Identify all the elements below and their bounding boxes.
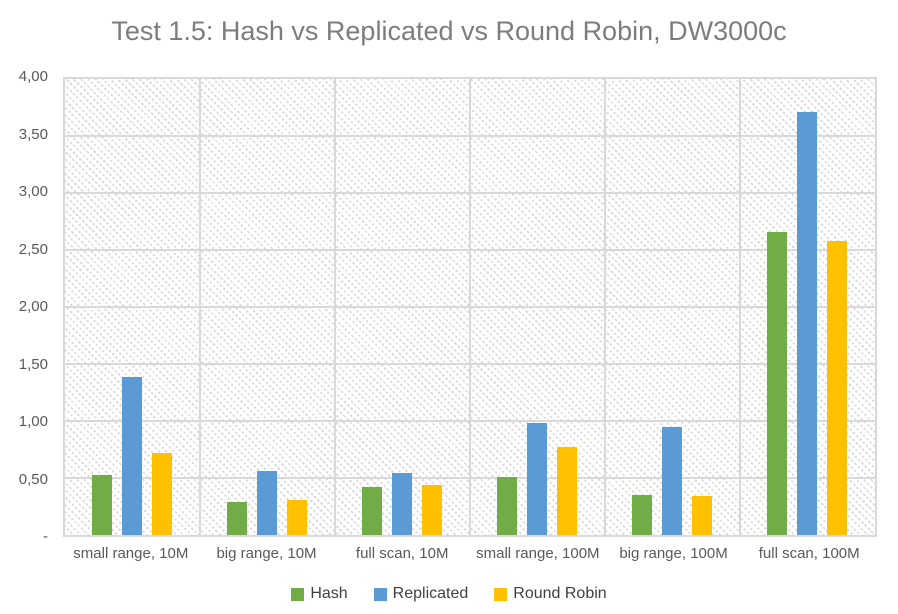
y-axis-tick-label: 3,00 xyxy=(18,183,48,200)
legend-swatch-round-robin-icon xyxy=(494,587,508,601)
gridline-vertical xyxy=(333,79,336,535)
bar-round-robin xyxy=(692,496,713,535)
legend-label-round-robin: Round Robin xyxy=(513,585,607,602)
bar-replicated xyxy=(122,376,143,535)
bar-group xyxy=(335,79,470,535)
y-axis: - 0,50 1,00 1,50 2,00 2,50 3,00 3,50 4,00 xyxy=(0,68,52,545)
legend-swatch-replicated-icon xyxy=(373,587,387,601)
gridline-vertical xyxy=(469,79,471,535)
gridline-vertical xyxy=(198,79,201,535)
bar-hash xyxy=(362,487,383,535)
y-axis-tick-label: 0,50 xyxy=(18,470,48,488)
y-axis-tick-label: 4,00 xyxy=(18,68,48,85)
x-axis: small range, 10M big range, 10M full scan,… xyxy=(63,545,877,562)
bar-group xyxy=(200,79,335,535)
y-axis-tick-label: 1,50 xyxy=(18,355,48,373)
bar-hash xyxy=(92,474,113,535)
bar-replicated xyxy=(527,423,548,535)
gridline-vertical xyxy=(739,79,741,535)
legend-label-replicated: Replicated xyxy=(392,585,469,602)
legend-label-hash: Hash xyxy=(310,585,348,602)
y-axis-tick-label: 3,50 xyxy=(18,125,48,143)
bar-replicated xyxy=(797,112,818,535)
y-axis-tick-label: 2,00 xyxy=(18,298,48,315)
y-axis-tick-label: 2,50 xyxy=(18,240,48,258)
bar-round-robin xyxy=(557,447,578,535)
bar-round-robin xyxy=(827,240,848,535)
bar-replicated xyxy=(257,471,278,535)
legend-item-hash: Hash xyxy=(291,585,348,603)
legend-swatch-hash-icon xyxy=(291,587,305,601)
x-axis-category-label: full scan, 100M xyxy=(758,545,860,562)
chart-title: Test 1.5: Hash vs Replicated vs Round Ro… xyxy=(111,16,787,46)
legend-item-replicated: Replicated xyxy=(373,585,469,603)
x-axis-category-label: small range, 10M xyxy=(73,545,189,562)
bar-group xyxy=(65,79,200,535)
x-axis-category-label: big range, 10M xyxy=(216,545,317,562)
x-axis-category-label: full scan, 10M xyxy=(355,545,449,562)
x-axis-category-label: big range, 100M xyxy=(619,545,728,562)
bar-hash xyxy=(227,501,248,535)
bar-round-robin xyxy=(422,484,443,535)
bar-round-robin xyxy=(287,499,308,535)
bar-replicated xyxy=(392,473,413,535)
bar-hash xyxy=(632,495,653,535)
bar-hash xyxy=(767,231,788,535)
legend-item-round-robin: Round Robin xyxy=(494,585,607,603)
bar-hash xyxy=(497,476,518,535)
bar-round-robin xyxy=(152,452,173,535)
y-axis-tick-label: - xyxy=(43,528,48,545)
x-axis-category-label: small range, 100M xyxy=(476,545,600,562)
bar-replicated xyxy=(662,426,683,535)
bar-group xyxy=(470,79,605,535)
bar-group xyxy=(605,79,740,535)
plot-area xyxy=(63,77,877,537)
bar-group xyxy=(740,79,875,535)
gridline-vertical xyxy=(603,79,606,535)
legend: Hash Replicated Round Robin xyxy=(0,585,898,603)
y-axis-tick-label: 1,00 xyxy=(18,413,48,430)
